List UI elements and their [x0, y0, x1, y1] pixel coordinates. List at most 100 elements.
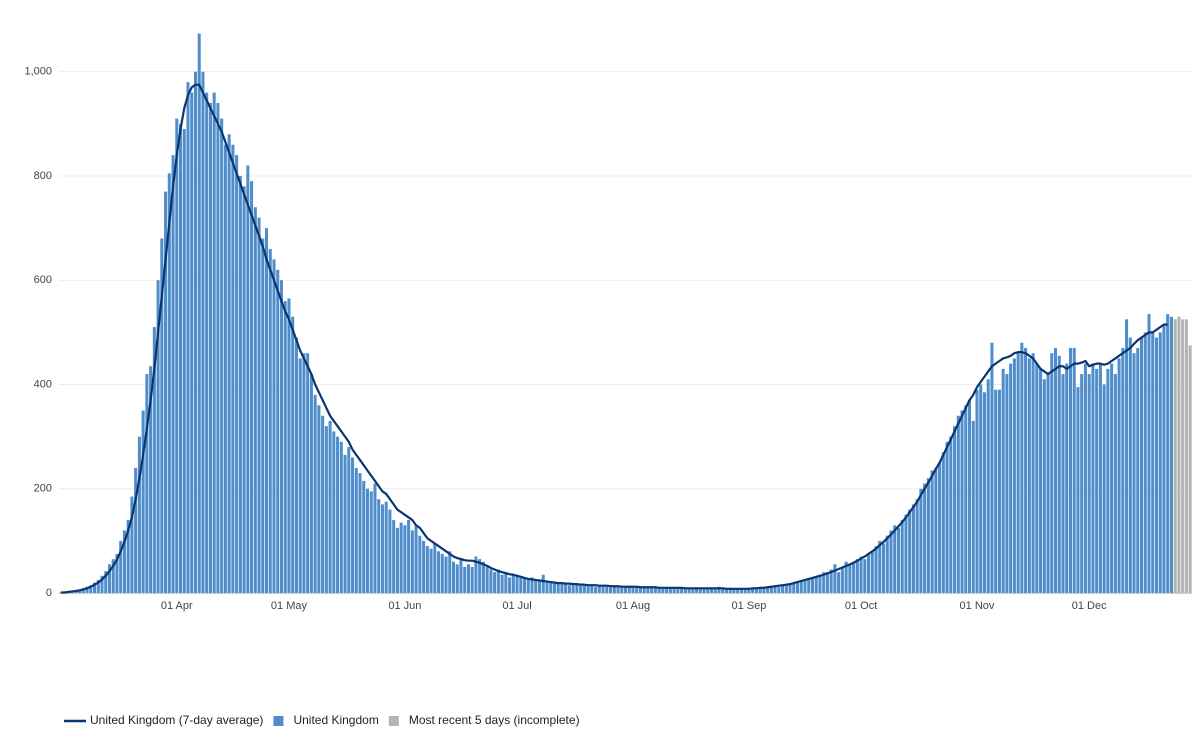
bar — [321, 415, 325, 593]
bar — [122, 530, 126, 593]
bar — [291, 316, 295, 593]
bar — [859, 556, 863, 593]
bar — [1181, 319, 1185, 593]
bar — [1113, 374, 1117, 593]
bar — [1151, 332, 1155, 593]
bar — [795, 581, 800, 593]
y-tick-label: 400 — [34, 378, 52, 390]
bar — [444, 556, 448, 593]
x-tick-label: 01 Oct — [845, 600, 877, 612]
bar — [691, 588, 695, 593]
bar — [167, 173, 171, 593]
x-tick-label: 01 May — [271, 600, 308, 612]
bar — [665, 588, 669, 593]
bar — [1020, 342, 1024, 593]
bar — [489, 569, 493, 593]
bar — [739, 588, 743, 593]
bar — [422, 540, 426, 593]
bar — [351, 457, 355, 593]
bar — [272, 259, 276, 593]
bar — [1031, 353, 1035, 593]
bar — [986, 379, 990, 593]
bar — [515, 574, 519, 593]
bar — [713, 588, 717, 593]
bar — [590, 585, 594, 593]
bar — [485, 566, 489, 593]
bar — [369, 491, 373, 593]
bar — [837, 572, 841, 593]
bar — [171, 155, 175, 593]
bar — [115, 553, 119, 593]
bar — [1016, 353, 1020, 593]
bar — [571, 585, 575, 593]
x-tick-label: 01 Nov — [960, 600, 995, 612]
bar — [530, 577, 534, 593]
bar — [994, 389, 998, 593]
bar — [923, 483, 927, 593]
bar — [1188, 345, 1192, 593]
bar — [1147, 314, 1151, 593]
bar — [855, 559, 859, 593]
bar — [777, 586, 781, 593]
legend-label: Most recent 5 days (incomplete) — [409, 713, 580, 727]
y-tick-label: 200 — [34, 483, 52, 495]
bar — [1128, 337, 1132, 593]
bar — [631, 587, 635, 593]
bar — [717, 586, 721, 593]
bar — [332, 431, 336, 593]
bar — [508, 577, 512, 593]
bar — [328, 420, 332, 593]
bar — [702, 588, 706, 593]
bar — [586, 586, 590, 593]
bar — [1080, 374, 1084, 593]
bar — [668, 587, 672, 593]
bar — [205, 92, 209, 594]
bar — [414, 525, 418, 593]
bar — [1042, 379, 1046, 593]
bar — [276, 269, 280, 593]
bar — [751, 587, 755, 593]
bar — [466, 564, 470, 593]
bar — [687, 588, 691, 593]
bar — [870, 551, 874, 593]
bar — [990, 342, 994, 593]
bar — [1132, 353, 1136, 593]
bar — [1035, 363, 1039, 593]
bar — [552, 582, 556, 593]
legend: United Kingdom (7-day average) United Kin… — [64, 713, 580, 727]
bar — [878, 540, 882, 593]
bar — [253, 207, 257, 594]
bar — [844, 561, 848, 593]
bar — [792, 582, 796, 593]
bar — [721, 588, 725, 593]
bar — [1072, 347, 1076, 593]
bar — [908, 509, 912, 593]
bar — [164, 191, 168, 593]
bar — [179, 123, 183, 593]
bar — [1125, 319, 1129, 593]
bar — [997, 389, 1001, 593]
bar — [186, 82, 190, 593]
bar — [848, 564, 852, 593]
bar — [309, 374, 313, 593]
bar — [242, 186, 246, 593]
bar — [1106, 368, 1110, 593]
bar — [867, 553, 871, 593]
bar — [657, 587, 661, 593]
bar — [930, 470, 934, 593]
bar — [874, 546, 878, 593]
bar — [1012, 358, 1016, 593]
bar — [212, 92, 216, 594]
bar — [762, 586, 766, 593]
bar — [709, 588, 714, 593]
x-tick-label: 01 Jun — [388, 600, 421, 612]
bar — [747, 588, 751, 593]
bar — [1177, 316, 1181, 593]
bar — [956, 415, 960, 593]
bar — [1162, 324, 1166, 593]
bar — [1102, 384, 1106, 593]
bar — [343, 454, 347, 593]
bar — [1169, 316, 1173, 593]
bar — [85, 586, 89, 593]
